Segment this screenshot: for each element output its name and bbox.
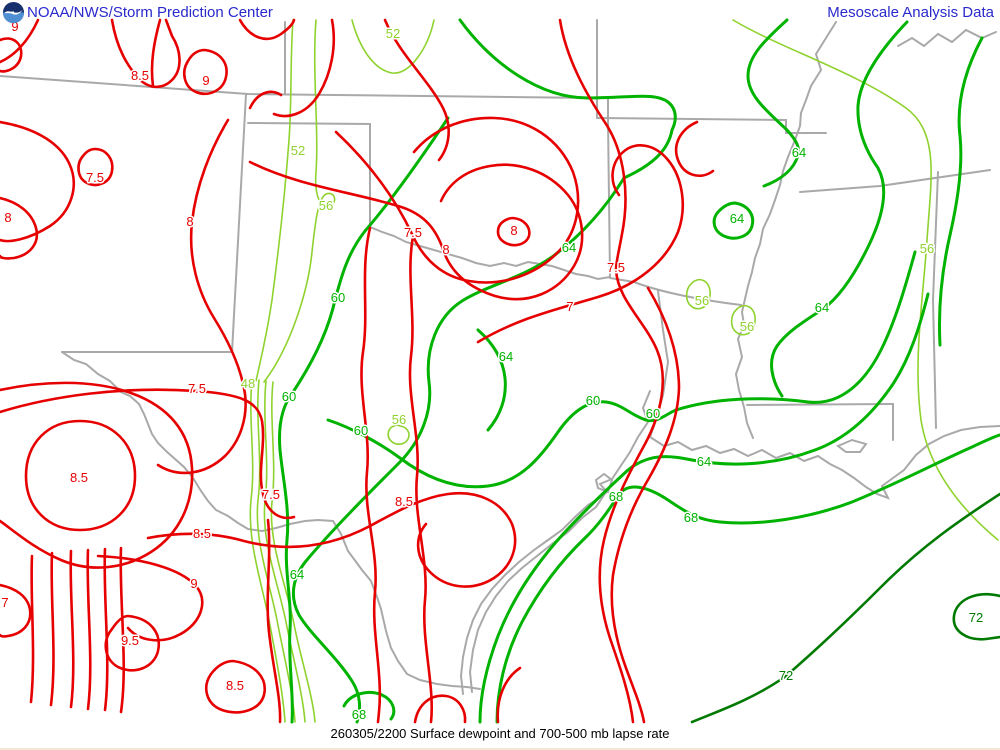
- contour-label-dewpoint-light: 56: [319, 198, 333, 213]
- layer-lapse-rate: [0, 18, 715, 724]
- noaa-logo-icon: [2, 1, 25, 24]
- contour-label-lapse-rate: 8: [186, 214, 193, 229]
- contour-label-dewpoint-light: 52: [386, 26, 400, 41]
- contour-label-lapse-rate: 7.5: [262, 487, 280, 502]
- header-left-title: NOAA/NWS/Storm Prediction Center: [27, 4, 273, 21]
- map-caption: 260305/2200 Surface dewpoint and 700-500…: [330, 726, 670, 741]
- contour-label-dewpoint-main: 64: [562, 240, 576, 255]
- contour-label-dewpoint-light: 56: [392, 412, 406, 427]
- layer-state-borders: [0, 19, 1000, 695]
- contour-label-lapse-rate: 7: [1, 595, 8, 610]
- contour-label-lapse-rate: 8.5: [395, 494, 413, 509]
- contour-label-dewpoint-dark: 72: [779, 668, 793, 683]
- contour-label-dewpoint-main: 68: [684, 510, 698, 525]
- header: NOAA/NWS/Storm Prediction Center Mesosca…: [0, 0, 1000, 26]
- header-right-title: Mesoscale Analysis Data: [827, 4, 994, 21]
- contour-label-dewpoint-light: 56: [740, 319, 754, 334]
- contour-label-dewpoint-main: 60: [331, 290, 345, 305]
- contour-label-lapse-rate: 8: [4, 210, 11, 225]
- contour-label-dewpoint-main: 64: [290, 567, 304, 582]
- contour-label-lapse-rate: 7.5: [86, 170, 104, 185]
- contour-label-dewpoint-main: 64: [792, 145, 806, 160]
- contour-label-lapse-rate: 8: [442, 242, 449, 257]
- contour-label-lapse-rate: 9: [202, 73, 209, 88]
- contour-label-dewpoint-light: 56: [920, 241, 934, 256]
- contour-label-lapse-rate: 8.5: [193, 526, 211, 541]
- contour-label-lapse-rate: 7.5: [404, 225, 422, 240]
- contour-label-dewpoint-main: 64: [697, 454, 711, 469]
- contour-label-lapse-rate: 8.5: [226, 678, 244, 693]
- contour-label-lapse-rate: 7: [566, 299, 573, 314]
- contour-label-dewpoint-light: 56: [695, 293, 709, 308]
- contour-label-dewpoint-main: 64: [730, 211, 744, 226]
- contour-label-dewpoint-main: 60: [646, 406, 660, 421]
- contour-label-dewpoint-main: 64: [815, 300, 829, 315]
- contour-label-lapse-rate: 8.5: [70, 470, 88, 485]
- contour-label-dewpoint-main: 68: [352, 707, 366, 722]
- contour-label-dewpoint-dark: 72: [969, 610, 983, 625]
- contour-label-dewpoint-main: 60: [354, 423, 368, 438]
- layer-dewpoint-dark: [690, 492, 1000, 724]
- contour-label-dewpoint-light: 48: [241, 376, 255, 391]
- contour-label-dewpoint-main: 68: [609, 489, 623, 504]
- contour-label-lapse-rate: 9: [190, 576, 197, 591]
- contour-label-lapse-rate: 7.5: [188, 381, 206, 396]
- contour-label-dewpoint-light: 52: [291, 143, 305, 158]
- contour-label-dewpoint-main: 64: [499, 349, 513, 364]
- layer-dewpoint-main: [278, 18, 1000, 724]
- contour-label-dewpoint-main: 60: [282, 389, 296, 404]
- contour-label-lapse-rate: 8: [510, 223, 517, 238]
- contour-label-lapse-rate: 9.5: [121, 633, 139, 648]
- layer-dewpoint-light: [249, 19, 999, 723]
- contour-label-dewpoint-main: 60: [586, 393, 600, 408]
- contour-label-lapse-rate: 8.5: [131, 68, 149, 83]
- bottom-border: [0, 748, 1000, 750]
- contour-label-lapse-rate: 7.5: [607, 260, 625, 275]
- contour-label-lapse-rate: 9: [11, 19, 18, 34]
